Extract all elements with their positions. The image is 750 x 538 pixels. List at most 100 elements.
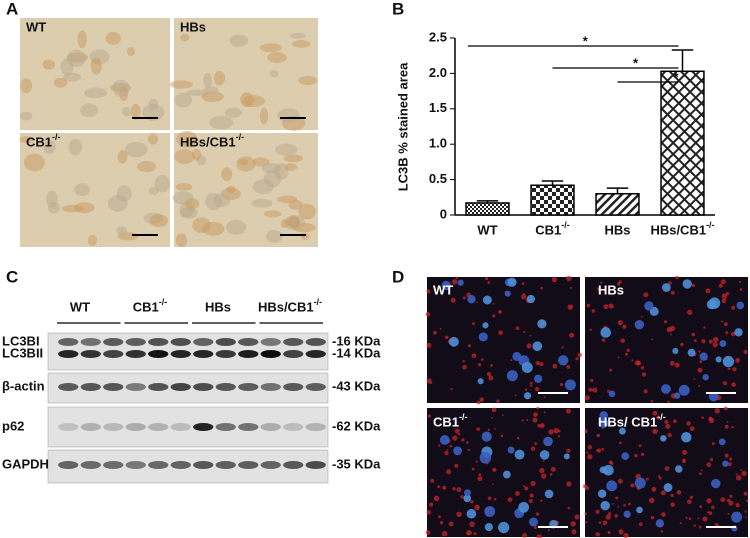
red-signal	[726, 421, 729, 423]
red-signal	[745, 516, 748, 519]
red-signal	[428, 502, 434, 507]
red-signal	[585, 428, 587, 431]
red-signal	[498, 309, 502, 314]
red-signal	[691, 332, 696, 337]
red-signal	[705, 288, 711, 294]
red-signal	[514, 394, 517, 397]
red-signal	[433, 495, 440, 502]
cell	[298, 75, 318, 86]
nucleus	[484, 506, 496, 517]
nucleus	[441, 280, 451, 291]
red-signal	[491, 417, 493, 419]
group-label: CB1-/-	[133, 297, 168, 314]
image-label: HBs	[598, 282, 624, 297]
western-blot: WT CB1-/- HBs HBs/CB1-/- LC3BI -16 KDa LC3BII -…	[2, 297, 381, 484]
red-signal	[686, 499, 692, 505]
y-tick-label: 1.0	[429, 136, 447, 151]
red-signal	[444, 450, 449, 456]
red-signal	[425, 530, 431, 536]
red-signal	[723, 406, 728, 411]
red-signal	[667, 400, 670, 404]
red-signal	[467, 344, 472, 348]
red-signal	[731, 382, 736, 387]
nucleus	[634, 477, 646, 489]
nucleus	[672, 347, 679, 354]
red-signal	[743, 350, 748, 355]
red-signal	[510, 359, 513, 362]
red-signal	[706, 462, 712, 468]
blot-band	[260, 338, 281, 346]
red-signal	[726, 498, 731, 503]
red-signal	[615, 496, 619, 500]
red-signal	[687, 309, 693, 316]
cell	[203, 86, 219, 94]
y-tick-label: 0.5	[429, 171, 447, 186]
red-signal	[584, 395, 590, 401]
red-signal	[706, 498, 712, 504]
cell	[169, 80, 193, 89]
red-signal	[535, 512, 540, 516]
cell	[124, 141, 148, 158]
red-signal	[735, 503, 740, 508]
blot-band	[170, 338, 191, 346]
nucleus	[687, 348, 696, 357]
red-signal	[585, 521, 588, 524]
red-signal	[607, 530, 611, 535]
red-signal	[466, 441, 469, 444]
red-signal	[486, 371, 492, 377]
nucleus	[673, 392, 681, 399]
red-signal	[479, 397, 485, 402]
red-signal	[669, 325, 676, 332]
red-signal	[676, 490, 682, 495]
size-label: -16 KDa	[332, 333, 381, 348]
cell	[221, 167, 233, 181]
red-signal	[609, 368, 613, 372]
significance-star: *	[633, 55, 639, 70]
nucleus	[532, 341, 543, 352]
red-signal	[439, 520, 444, 525]
nucleus	[481, 431, 492, 442]
red-signal	[669, 360, 675, 366]
red-signal	[540, 286, 544, 290]
red-signal	[693, 339, 697, 343]
nucleus	[600, 500, 610, 511]
red-signal	[728, 500, 734, 506]
red-signal	[600, 281, 603, 284]
cell	[280, 219, 290, 228]
red-signal	[725, 331, 729, 335]
red-signal	[487, 496, 492, 501]
red-signal	[516, 436, 520, 440]
red-signal	[457, 433, 461, 436]
cell	[288, 199, 303, 210]
red-signal	[711, 505, 715, 509]
y-tick-label: 0	[440, 206, 447, 221]
blot-band	[58, 350, 79, 358]
red-signal	[679, 522, 682, 525]
red-signal	[536, 406, 540, 410]
cell	[149, 214, 169, 228]
red-signal	[661, 512, 666, 517]
red-signal	[617, 356, 620, 359]
red-signal	[745, 499, 749, 502]
red-signal	[588, 387, 593, 392]
cell	[209, 115, 234, 130]
blot-band	[80, 383, 101, 391]
red-signal	[444, 335, 449, 340]
cell	[87, 234, 97, 246]
red-signal	[650, 515, 655, 520]
significance-star: *	[583, 33, 589, 48]
nucleus	[482, 295, 492, 305]
red-signal	[438, 444, 441, 447]
red-signal	[714, 408, 720, 414]
red-signal	[450, 387, 453, 391]
red-signal	[473, 532, 477, 536]
nucleus	[537, 319, 547, 329]
red-signal	[689, 426, 695, 431]
red-signal	[426, 378, 432, 384]
red-signal	[698, 472, 702, 476]
nucleus	[528, 517, 538, 527]
size-label: -43 KDa	[332, 378, 381, 393]
cell	[290, 32, 306, 39]
red-signal	[697, 517, 700, 520]
nucleus	[663, 483, 673, 492]
